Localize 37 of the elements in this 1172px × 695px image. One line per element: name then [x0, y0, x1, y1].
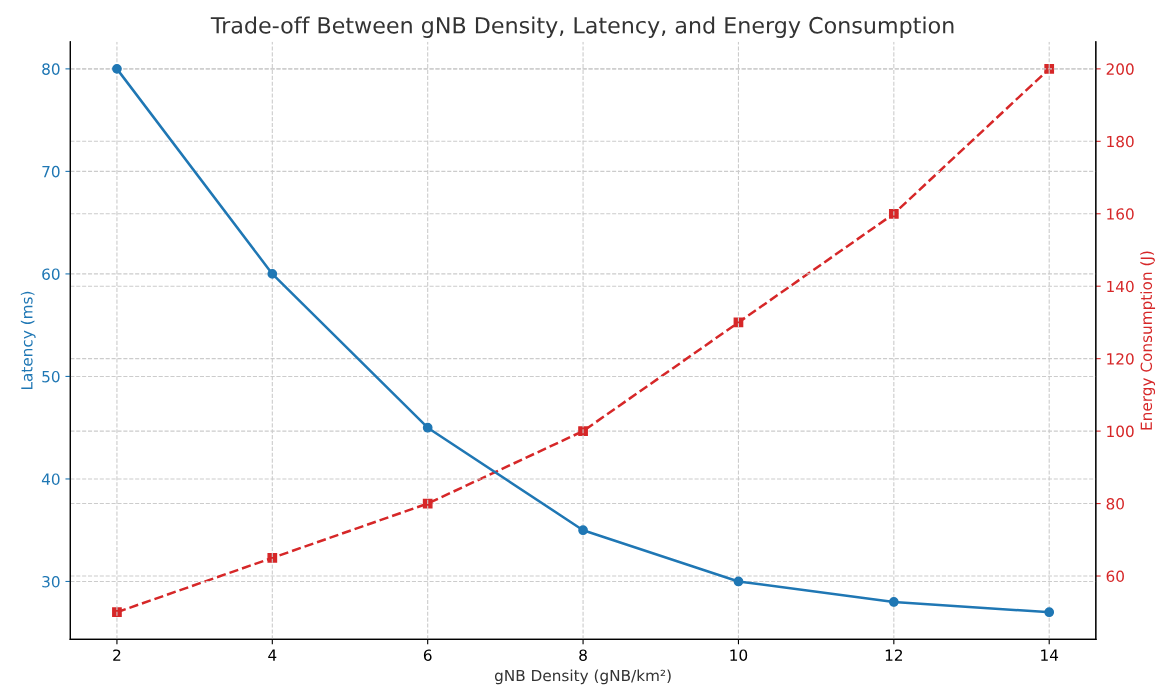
y2-tick-label: 120	[1107, 353, 1134, 365]
y-tick-label: 60	[42, 268, 60, 280]
x-tick-label: 12	[885, 649, 903, 661]
x-tick-label: 14	[1041, 649, 1059, 661]
y-tick-label: 50	[42, 370, 60, 383]
point	[733, 576, 744, 587]
y-tick-label: 40	[41, 473, 60, 485]
y2-axis-title: Energy Consumption (J)	[1140, 251, 1156, 430]
point	[1044, 607, 1055, 618]
y2-tick-label: 200	[1106, 63, 1134, 75]
y2-tick-label: 160	[1107, 208, 1134, 220]
y2-tick-label: 60	[1106, 570, 1124, 583]
y2-tick-label: 80	[1106, 498, 1124, 510]
point	[888, 597, 899, 607]
chart-title: Trade-off Between gNB Density, Latency, and Energy Consumption	[210, 16, 954, 38]
point	[112, 607, 122, 618]
y2-tick-label: 180	[1107, 135, 1134, 148]
point	[578, 525, 588, 536]
point	[112, 64, 122, 74]
y-tick-label: 70	[42, 165, 60, 178]
point	[422, 498, 433, 509]
y2-tick-label: 100	[1107, 425, 1134, 438]
x-tick-label: 6	[423, 649, 432, 661]
point	[267, 553, 278, 563]
y-axis-title: Latency (ms)	[20, 291, 36, 390]
y-tick-label: 30	[42, 575, 60, 588]
point	[578, 426, 588, 436]
y2-tick-label: 140	[1107, 280, 1134, 293]
point	[888, 208, 899, 219]
x-axis-title: gNB Density (gNB/km²)	[494, 669, 671, 685]
x-tick-label: 4	[268, 649, 277, 661]
point	[267, 269, 278, 279]
x-tick-label: 2	[113, 649, 121, 661]
point	[422, 422, 433, 433]
y-tick-label: 80	[42, 63, 60, 75]
x-tick-label: 8	[579, 649, 587, 661]
x-tick-label: 10	[730, 649, 748, 661]
